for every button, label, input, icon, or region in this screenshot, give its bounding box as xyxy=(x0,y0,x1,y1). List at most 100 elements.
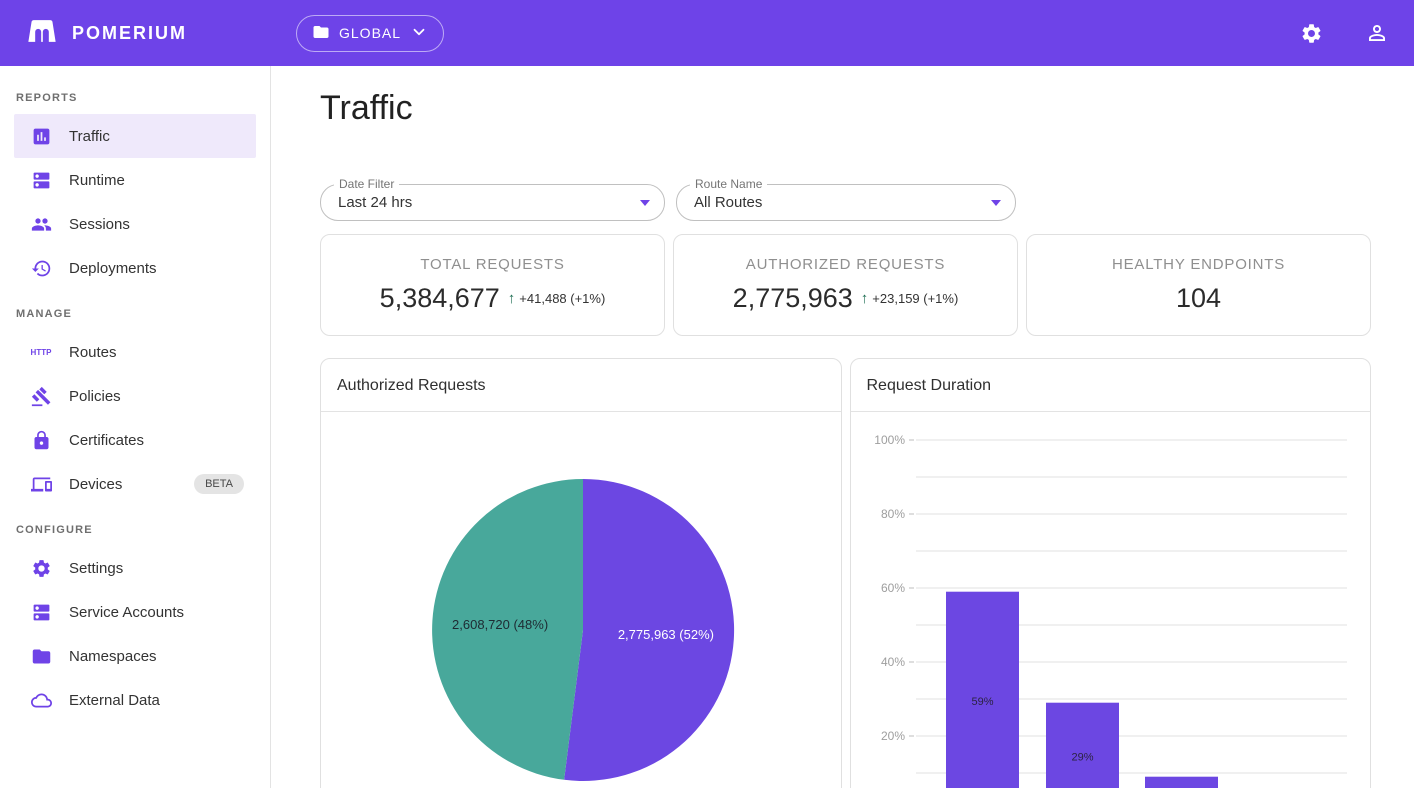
sidebar-item-routes[interactable]: HTTP Routes xyxy=(14,330,256,374)
pie-slice[interactable] xyxy=(432,479,583,780)
brand: POMERIUM xyxy=(0,17,296,50)
stat-value: 5,384,677 xyxy=(379,283,500,313)
person-icon xyxy=(1369,25,1385,41)
sidebar-item-label: Traffic xyxy=(69,127,110,145)
history-clock-icon xyxy=(30,257,52,279)
bar-label: 29% xyxy=(1071,751,1093,763)
date-filter-value: Last 24 hrs xyxy=(338,194,413,211)
settings-gear-button[interactable] xyxy=(1298,20,1324,46)
sidebar-item-label: Runtime xyxy=(69,171,125,189)
pie-slice-label: 2,775,963 (52%) xyxy=(618,627,714,642)
bar[interactable] xyxy=(945,591,1019,788)
pomerium-logo-icon xyxy=(22,17,62,50)
sidebar-item-traffic[interactable]: Traffic xyxy=(14,114,256,158)
sidebar-item-certificates[interactable]: Certificates xyxy=(14,418,256,462)
request-duration-bar-card: Request Duration 100%80%60%40%20%59%29%9… xyxy=(849,358,1371,788)
sidebar-item-label: Devices xyxy=(69,475,123,493)
route-name-select[interactable]: Route Name All Routes xyxy=(676,177,1016,221)
route-name-label: Route Name xyxy=(690,177,768,191)
trend-up-icon: +23,159 (+1%) xyxy=(861,290,958,307)
folder-icon xyxy=(30,645,52,667)
bar[interactable] xyxy=(1045,702,1119,788)
chart-title: Request Duration xyxy=(866,377,992,394)
stat-value: 104 xyxy=(1175,283,1222,313)
folder-icon xyxy=(312,23,330,44)
brand-name: POMERIUM xyxy=(72,22,187,43)
topbar-actions xyxy=(1298,20,1390,46)
stat-card-authorized-requests: AUTHORIZED REQUESTS 2,775,963 +23,159 (+… xyxy=(673,234,1018,336)
namespace-label: GLOBAL xyxy=(339,25,402,41)
charts-row: Authorized Requests 2,775,963 (52%) 2,608… xyxy=(320,358,1371,788)
top-bar: POMERIUM GLOBAL xyxy=(0,0,1414,66)
y-axis-label: 80% xyxy=(880,507,904,521)
sidebar-item-label: External Data xyxy=(69,691,160,709)
sidebar-item-label: Deployments xyxy=(69,259,157,277)
lock-icon xyxy=(30,429,52,451)
sidebar-item-label: Routes xyxy=(69,343,117,361)
bar-chart[interactable]: 100%80%60%40%20%59%29%9% xyxy=(851,412,1371,788)
y-axis-label: 100% xyxy=(874,433,905,447)
sidebar-section-label: MANAGE xyxy=(16,308,73,320)
trend-up-icon: +41,488 (+1%) xyxy=(508,290,605,307)
beta-badge: BETA xyxy=(194,474,244,494)
date-filter-select[interactable]: Date Filter Last 24 hrs xyxy=(320,177,665,221)
user-account-button[interactable] xyxy=(1364,20,1390,46)
stats-row: TOTAL REQUESTS 5,384,677 +41,488 (+1%) A… xyxy=(320,234,1371,336)
dropdown-caret-icon xyxy=(640,199,650,206)
pie-slice-label: 2,608,720 (48%) xyxy=(452,617,548,632)
sidebar-item-label: Policies xyxy=(69,387,121,405)
sidebar-item-service-accounts[interactable]: Service Accounts xyxy=(14,590,256,634)
gear-icon xyxy=(30,557,52,579)
sidebar-item-label: Certificates xyxy=(69,431,145,449)
gavel-icon xyxy=(30,385,52,407)
route-name-value: All Routes xyxy=(694,194,763,211)
sidebar-item-label: Sessions xyxy=(69,215,130,233)
namespace-selector[interactable]: GLOBAL xyxy=(296,14,445,52)
stat-label: TOTAL REQUESTS xyxy=(420,256,565,273)
stat-label: AUTHORIZED REQUESTS xyxy=(745,256,946,273)
stat-value: 2,775,963 xyxy=(732,283,853,313)
pie-chart[interactable]: 2,775,963 (52%) 2,608,720 (48%) xyxy=(321,412,841,788)
sidebar-item-policies[interactable]: Policies xyxy=(14,374,256,418)
chart-header: Authorized Requests xyxy=(321,359,841,412)
page-title: Traffic xyxy=(320,89,413,127)
devices-icon xyxy=(30,473,52,495)
sidebar-item-devices[interactable]: Devices BETA xyxy=(14,462,256,506)
sidebar-item-settings[interactable]: Settings xyxy=(14,546,256,590)
chart-header: Request Duration xyxy=(850,359,1370,412)
y-axis-label: 20% xyxy=(880,729,904,743)
server-icon xyxy=(30,169,52,191)
date-filter-label: Date Filter xyxy=(334,177,400,191)
sidebar-item-label: Settings xyxy=(69,559,124,577)
sidebar-item-runtime[interactable]: Runtime xyxy=(14,158,256,202)
sidebar-section-label: CONFIGURE xyxy=(16,524,93,536)
filters-row: Date Filter Last 24 hrs Route Name All R… xyxy=(320,177,1371,221)
sidebar-item-namespaces[interactable]: Namespaces xyxy=(14,634,256,678)
sidebar: REPORTS Traffic Runtime Sessions Deployments… xyxy=(0,66,271,788)
chevron-down-icon xyxy=(410,23,428,44)
sidebar-item-deployments[interactable]: Deployments xyxy=(14,246,256,290)
stat-label: HEALTHY ENDPOINTS xyxy=(1111,256,1286,273)
chart-title: Authorized Requests xyxy=(337,377,486,394)
bar[interactable] xyxy=(1144,776,1218,788)
pie-slice[interactable] xyxy=(564,478,735,781)
sidebar-item-label: Namespaces xyxy=(69,647,157,665)
cloud-icon xyxy=(30,689,52,711)
gear-icon xyxy=(1302,23,1320,43)
authorized-requests-pie-card: Authorized Requests 2,775,963 (52%) 2,608… xyxy=(320,358,842,788)
sidebar-item-sessions[interactable]: Sessions xyxy=(14,202,256,246)
dropdown-caret-icon xyxy=(991,199,1001,206)
stat-card-total-requests: TOTAL REQUESTS 5,384,677 +41,488 (+1%) xyxy=(320,234,665,336)
bar-chart-icon xyxy=(30,125,52,147)
sidebar-item-external-data[interactable]: External Data xyxy=(14,678,256,722)
y-axis-label: 60% xyxy=(880,581,904,595)
http-icon: HTTP xyxy=(30,347,52,357)
bar-label: 59% xyxy=(971,696,993,708)
main-content: Traffic Date Filter Last 24 hrs Route Na… xyxy=(271,0,1414,788)
server-icon xyxy=(30,601,52,623)
sidebar-section-label: REPORTS xyxy=(16,92,78,104)
y-axis-label: 40% xyxy=(880,655,904,669)
stat-card-healthy-endpoints: HEALTHY ENDPOINTS 104 xyxy=(1026,234,1371,336)
sidebar-item-label: Service Accounts xyxy=(69,603,185,621)
people-icon xyxy=(30,213,52,235)
